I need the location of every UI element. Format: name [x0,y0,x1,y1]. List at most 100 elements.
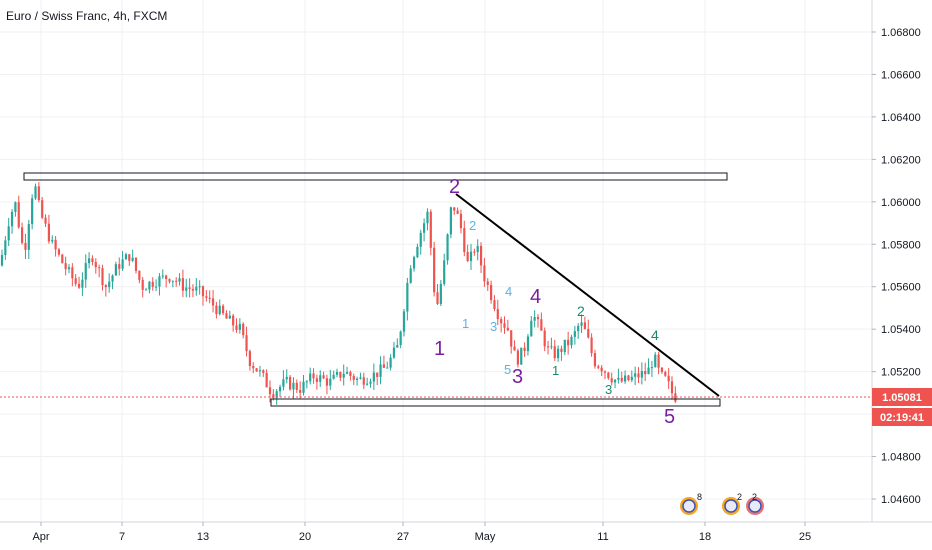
candle [590,333,593,357]
candle [51,235,54,244]
candle [121,251,124,271]
y-tick-label: 1.06400 [881,112,921,124]
candle [74,274,77,287]
candle [436,283,439,305]
x-tick-label: 20 [299,531,311,543]
candle [329,369,332,390]
candle [282,370,285,391]
candle [208,290,211,304]
candle [21,222,24,245]
candle [67,264,71,274]
candle [546,340,550,355]
candle [389,354,392,371]
candle [245,326,248,357]
event-count: 8 [697,492,702,502]
x-tick-label: 13 [197,531,209,543]
candle [593,349,597,369]
candle [583,316,586,330]
candle [14,201,17,217]
candle [248,349,251,371]
candle [573,325,576,345]
candle [637,367,640,384]
candle [47,214,50,244]
candlesticks [0,182,677,405]
candle [483,257,486,287]
candle [392,341,396,359]
y-tick-label: 1.05200 [881,367,921,379]
candle [77,276,81,289]
candle [278,384,282,398]
y-tick-label: 1.06600 [881,69,921,81]
candle [597,364,600,370]
y-tick-label: 1.05400 [881,324,921,336]
candle [222,304,225,316]
candle [654,352,657,368]
candle [386,361,389,369]
event-icons[interactable]: 8 2 2 [680,492,764,515]
candle [161,269,164,279]
y-tick-label: 1.05600 [881,282,921,294]
wave-label: 1 [434,338,445,360]
wave-label: 4 [505,284,512,299]
candle [359,372,362,380]
candle [141,277,144,298]
time-axis[interactable]: Apr 7 13 20 27 May 11 18 25 [0,521,932,543]
wave-label: 1 [462,316,469,331]
candle [312,368,315,384]
candle [158,273,161,296]
candle [443,253,446,286]
candle [366,377,369,386]
candle [201,285,205,306]
wave-label: 2 [449,176,460,198]
candle [513,340,516,351]
candle [550,337,553,350]
event-flag-icon[interactable]: 2 [746,492,764,515]
candle [299,381,302,399]
y-tick-label: 1.06000 [881,197,921,209]
wave-label: 5 [664,406,675,428]
candle [17,195,20,229]
candle [322,371,325,380]
support-zone[interactable] [270,398,721,407]
candle [580,314,583,333]
candle [325,374,329,395]
resistance-zone[interactable] [23,172,728,181]
candle [128,254,131,266]
wave-label: 3 [605,382,612,397]
candle [218,299,221,316]
candle [188,278,191,298]
candle [289,374,292,391]
candle [382,355,385,368]
candle [91,255,94,266]
candle [37,182,40,203]
candle [567,331,570,355]
candle [185,278,188,298]
candle [416,243,419,259]
candle [603,370,607,380]
price-axis[interactable]: 1.06800 1.06600 1.06400 1.06200 1.06000 1.058… [871,0,921,522]
candle [44,214,47,228]
candle [31,194,34,230]
candle [168,278,171,284]
candle [650,361,653,377]
event-count: 2 [737,492,742,502]
candle [469,243,473,270]
candle [124,252,128,260]
event-flag-icon[interactable]: 2 [722,492,742,515]
candle [151,277,154,291]
candle [228,310,231,319]
candle [101,264,104,291]
candle [530,316,533,337]
wave-label: 4 [530,286,541,308]
candle [630,370,633,383]
event-flag-icon[interactable]: 8 [680,492,702,515]
grid-lines [0,0,872,522]
candle [315,374,318,390]
candle [657,351,660,375]
candle [496,299,499,325]
candle [479,242,483,274]
candle [563,339,566,356]
descending-trendline[interactable] [455,193,720,397]
candle [252,362,255,374]
